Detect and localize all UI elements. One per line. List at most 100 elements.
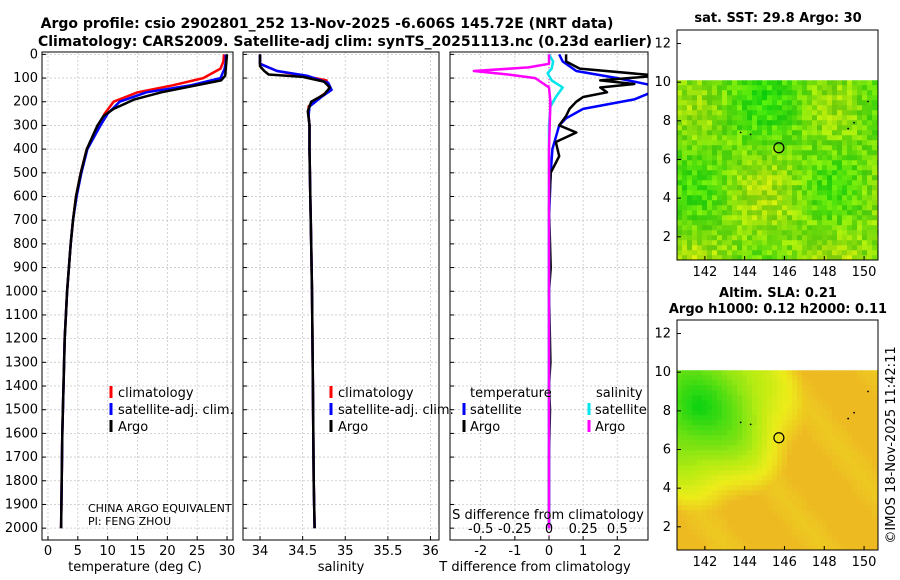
map-cell — [727, 245, 733, 251]
map-cell — [712, 525, 718, 531]
map-cell — [782, 540, 788, 546]
map-cell — [772, 415, 778, 421]
map-cell — [847, 230, 853, 236]
map-cell — [702, 250, 708, 256]
map-cell — [792, 90, 798, 96]
map-cell — [847, 425, 853, 431]
map-y-tick-label: 2 — [663, 230, 671, 245]
map-cell — [807, 510, 813, 516]
map-cell — [722, 430, 728, 436]
map-cell — [827, 195, 833, 201]
map-cell — [677, 125, 683, 131]
map-cell — [777, 105, 783, 111]
map-cell — [677, 175, 683, 181]
map-cell — [872, 460, 878, 466]
map-cell — [787, 415, 793, 421]
map-cell — [677, 465, 683, 471]
map-cell — [772, 145, 778, 151]
map-cell — [857, 480, 863, 486]
map-cell — [722, 415, 728, 421]
map-cell — [787, 410, 793, 416]
map-cell — [752, 450, 758, 456]
map-cell — [712, 445, 718, 451]
map-cell — [687, 385, 693, 391]
map-cell — [847, 495, 853, 501]
map-cell — [822, 440, 828, 446]
map-cell — [772, 200, 778, 206]
map-cell — [857, 490, 863, 496]
map-cell — [797, 520, 803, 526]
map-cell — [742, 490, 748, 496]
map-cell — [692, 80, 698, 86]
map-cell — [692, 140, 698, 146]
map-cell — [692, 230, 698, 236]
map-cell — [732, 385, 738, 391]
map-cell — [837, 400, 843, 406]
map-cell — [802, 460, 808, 466]
map-cell — [772, 105, 778, 111]
map-cell — [777, 470, 783, 476]
map-cell — [712, 405, 718, 411]
map-cell — [802, 450, 808, 456]
map-cell — [767, 430, 773, 436]
map-cell — [742, 470, 748, 476]
map-cell — [717, 220, 723, 226]
map-cell — [862, 205, 868, 211]
map-cell — [862, 500, 868, 506]
map-cell — [812, 460, 818, 466]
map-cell — [772, 100, 778, 106]
map-cell — [702, 185, 708, 191]
map-cell — [742, 450, 748, 456]
map-cell — [752, 175, 758, 181]
map-cell — [817, 375, 823, 381]
map-cell — [822, 385, 828, 391]
map-cell — [837, 170, 843, 176]
map-cell — [852, 500, 858, 506]
map-cell — [747, 80, 753, 86]
map-cell — [682, 100, 688, 106]
map-cell — [772, 220, 778, 226]
map-cell — [702, 220, 708, 226]
map-cell — [747, 525, 753, 531]
map-cell — [777, 425, 783, 431]
map-cell — [772, 140, 778, 146]
map-cell — [707, 520, 713, 526]
map-cell — [772, 210, 778, 216]
map-cell — [822, 220, 828, 226]
salinity-xlabel: salinity — [318, 560, 365, 575]
credit-text: ©IMOS 18-Nov-2025 11:42:11 — [884, 346, 899, 543]
map-cell — [727, 130, 733, 136]
map-cell — [717, 385, 723, 391]
map-cell — [717, 450, 723, 456]
map-cell — [822, 140, 828, 146]
map-cell — [752, 445, 758, 451]
map-cell — [827, 80, 833, 86]
map-cell — [857, 125, 863, 131]
map-cell — [827, 215, 833, 221]
map-cell — [727, 510, 733, 516]
map-cell — [762, 145, 768, 151]
map-cell — [807, 175, 813, 181]
map-cell — [747, 535, 753, 541]
map-cell — [762, 390, 768, 396]
map-cell — [682, 370, 688, 376]
map-cell — [872, 220, 878, 226]
map-cell — [797, 120, 803, 126]
map-cell — [837, 235, 843, 241]
map-cell — [807, 125, 813, 131]
map-cell — [867, 520, 873, 526]
map-cell — [682, 245, 688, 251]
map-cell — [727, 205, 733, 211]
x-tick-label: 30 — [219, 544, 236, 559]
map-cell — [772, 85, 778, 91]
map-cell — [722, 405, 728, 411]
map-cell — [847, 405, 853, 411]
map-cell — [787, 250, 793, 256]
map-cell — [737, 420, 743, 426]
map-cell — [872, 445, 878, 451]
map-cell — [767, 110, 773, 116]
map-cell — [817, 170, 823, 176]
map-cell — [787, 95, 793, 101]
map-cell — [847, 490, 853, 496]
map-cell — [687, 410, 693, 416]
